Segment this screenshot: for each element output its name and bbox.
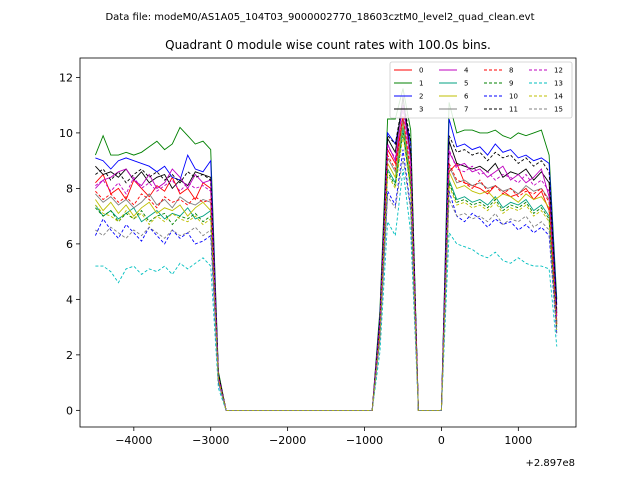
legend-label-0: 0 <box>419 67 423 75</box>
chart-title: Quadrant 0 module wise count rates with … <box>165 38 491 52</box>
legend-label-3: 3 <box>419 106 423 114</box>
legend-label-8: 8 <box>509 67 513 75</box>
legend-label-13: 13 <box>554 80 563 88</box>
x-tick-label: 1000 <box>504 434 532 447</box>
x-offset-label: +2.897e8 <box>525 458 575 469</box>
legend-label-5: 5 <box>464 80 468 88</box>
series-line-8 <box>95 116 558 411</box>
y-tick-label: 2 <box>66 349 73 362</box>
y-tick-label: 10 <box>59 127 73 140</box>
plot-frame <box>79 57 577 428</box>
y-tick-label: 4 <box>66 293 73 306</box>
legend-label-1: 1 <box>419 80 423 88</box>
x-tick-label: −4000 <box>115 434 152 447</box>
series-line-11 <box>95 99 558 411</box>
y-tick-label: 6 <box>66 238 73 251</box>
legend-label-11: 11 <box>509 106 518 114</box>
y-tick-label: 0 <box>66 404 73 417</box>
legend-label-2: 2 <box>419 93 423 101</box>
x-tick-label: −3000 <box>192 434 229 447</box>
legend-label-7: 7 <box>464 106 468 114</box>
x-tick-label: 0 <box>438 434 445 447</box>
series-layer <box>94 88 558 411</box>
suptitle: Data file: modeM0/AS1A05_104T03_90000027… <box>105 12 534 23</box>
y-tick-label: 8 <box>66 182 73 195</box>
x-tick-label: −2000 <box>269 434 306 447</box>
y-tick-label: 12 <box>59 71 73 84</box>
legend-label-9: 9 <box>509 80 513 88</box>
legend-label-12: 12 <box>554 67 563 75</box>
x-tick-label: −1000 <box>346 434 383 447</box>
series-line-14 <box>95 135 558 411</box>
legend-label-14: 14 <box>554 93 563 101</box>
plot-area <box>80 58 576 427</box>
legend-box <box>389 61 573 119</box>
legend-label-6: 6 <box>464 93 469 101</box>
legend-label-4: 4 <box>464 67 469 75</box>
legend-label-10: 10 <box>509 93 518 101</box>
legend-label-15: 15 <box>554 106 563 114</box>
series-line-15 <box>95 157 558 411</box>
